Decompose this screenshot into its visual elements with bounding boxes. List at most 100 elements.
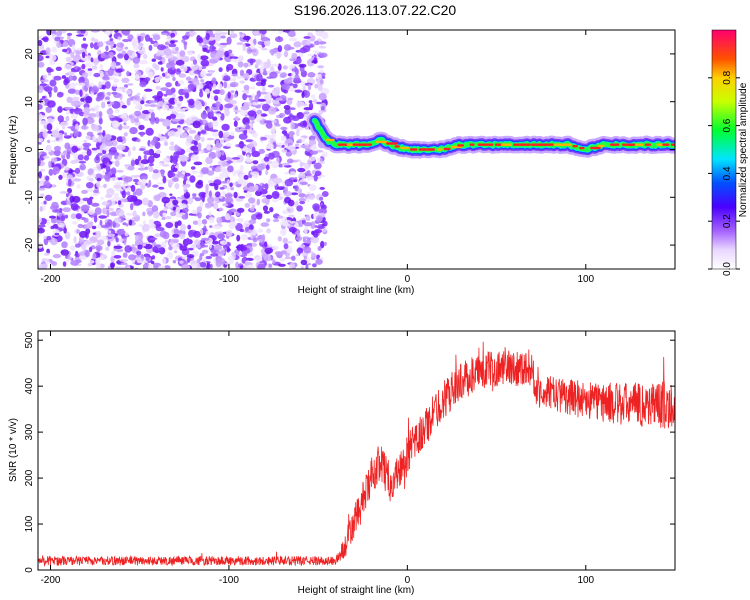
spectrogram-noise-cell [95, 230, 102, 239]
spectrogram-noise-cell [144, 34, 151, 42]
spectrogram-noise-cell [130, 203, 134, 211]
spectrogram-noise-cell [123, 237, 127, 246]
spectrogram-noise-cell [283, 164, 292, 168]
spectrogram-noise-cell [224, 213, 230, 221]
spectrogram-noise-cell [252, 101, 259, 106]
spectrogram-noise-cell [236, 42, 244, 46]
spectrogram-noise-cell [263, 156, 270, 162]
spectrogram-noise-cell [251, 93, 256, 98]
spectrogram-noise-cell [164, 141, 168, 146]
spectrogram-noise-cell [52, 166, 60, 175]
spectrogram-noise-cell [199, 254, 203, 261]
spectrogram-noise-cell [133, 118, 140, 123]
spectrogram-noise-cell [288, 262, 296, 269]
spectrogram-noise-cell [181, 161, 186, 167]
spectrogram-noise-cell [248, 219, 257, 225]
spectrogram-noise-cell [161, 163, 170, 167]
spectrogram-plot-area [38, 30, 675, 269]
spectrogram-noise-cell [102, 169, 106, 176]
spectrogram-noise-cell [99, 41, 103, 47]
spectrogram-noise-cell [261, 103, 271, 112]
spectrogram-noise-cell [64, 142, 71, 150]
spectrogram-noise-cell [228, 221, 236, 230]
spectrogram-noise-cell [200, 243, 206, 248]
spectrogram-noise-cell [312, 203, 320, 211]
spectrogram-noise-cell [99, 255, 104, 261]
spectrogram-noise-cell [113, 184, 122, 189]
spectrogram-noise-cell [38, 61, 45, 68]
spectrogram-noise-cell [298, 63, 307, 68]
spectrogram-noise-cell [168, 245, 173, 251]
spectrogram-x-tick-label: -100 [219, 274, 239, 285]
spectrogram-noise-cell [251, 48, 259, 57]
spectrogram-noise-cell [41, 95, 46, 99]
spectrogram-noise-cell [228, 260, 234, 265]
spectrogram-noise-cell [230, 90, 235, 93]
spectrogram-noise-cell [133, 201, 142, 206]
spectrogram-noise-cell [171, 119, 181, 122]
spectrogram-noise-cell [175, 212, 180, 218]
spectrogram-noise-cell [313, 174, 318, 182]
spectrogram-noise-cell [276, 142, 285, 146]
spectrogram-noise-cell [192, 250, 199, 257]
spectrogram-noise-cell [63, 63, 72, 70]
spectrogram-noise-cell [52, 209, 60, 213]
spectrogram-noise-cell [170, 238, 179, 243]
spectrogram-noise-cell [289, 58, 297, 62]
spectrogram-noise-cell [290, 192, 299, 196]
spectrogram-noise-cell [169, 113, 177, 119]
spectrogram-noise-cell [53, 86, 58, 93]
snr-panel: -200 -100 0 100 0 100 200 300 400 500 Height of … [8, 330, 676, 596]
spectrogram-noise-cell [160, 67, 164, 72]
spectrogram-noise-cell [298, 197, 307, 202]
spectrogram-noise-cell [60, 249, 69, 256]
spectrogram-noise-cell [161, 104, 169, 111]
spectrogram-noise-cell [93, 57, 99, 66]
spectrogram-noise-cell [50, 238, 58, 246]
spectrogram-noise-cell [91, 225, 97, 230]
spectrogram-noise-cell [79, 89, 83, 97]
spectrogram-noise-cell [83, 225, 91, 229]
spectrogram-noise-cell [152, 173, 158, 178]
spectrogram-noise-cell [117, 238, 124, 243]
spectrogram-noise-cell [239, 128, 247, 131]
spectrogram-noise-cell [181, 55, 190, 62]
spectrogram-noise-cell [154, 247, 162, 251]
spectrogram-noise-cell [290, 171, 296, 176]
spectrogram-noise-cell [83, 106, 90, 115]
spectrogram-noise-cell [205, 193, 209, 198]
spectrogram-noise-cell [154, 76, 160, 83]
spectrogram-noise-cell [284, 108, 291, 115]
spectrogram-noise-cell [288, 214, 295, 218]
spectrogram-noise-cell [39, 115, 47, 118]
spectrogram-noise-cell [52, 254, 62, 259]
spectrogram-noise-cell [90, 57, 94, 63]
spectrogram-noise-cell [191, 154, 199, 161]
spectrogram-noise-cell [157, 265, 166, 269]
spectrogram-noise-cell [277, 263, 286, 267]
spectrogram-noise-cell [123, 53, 129, 61]
spectrogram-noise-cell [84, 78, 90, 86]
spectrogram-noise-cell [233, 120, 238, 127]
spectrogram-noise-cell [292, 83, 298, 89]
spectrogram-noise-cell [187, 51, 193, 56]
spectrogram-noise-cell [262, 68, 267, 75]
spectrogram-noise-cell [89, 196, 94, 200]
spectrogram-noise-cell [193, 161, 203, 166]
spectrogram-noise-cell [188, 98, 195, 106]
spectrogram-noise-cell [309, 102, 314, 111]
spectrogram-noise-cell [106, 209, 110, 218]
spectrogram-noise-cell [50, 157, 58, 163]
spectrogram-noise-cell [113, 192, 120, 198]
spectrogram-noise-cell [215, 113, 222, 118]
spectrogram-noise-cell [163, 97, 171, 101]
spectrogram-noise-cell [288, 227, 297, 233]
spectrogram-noise-cell [71, 44, 75, 51]
spectrogram-noise-cell [96, 181, 101, 188]
spectrogram-noise-cell [105, 96, 110, 101]
spectrogram-noise-cell [81, 243, 87, 250]
spectrogram-noise-cell [203, 225, 207, 234]
spectrogram-noise-cell [64, 150, 68, 156]
spectrogram-noise-cell [93, 215, 98, 223]
snr-x-ticks: -200 -100 0 100 [40, 331, 595, 586]
